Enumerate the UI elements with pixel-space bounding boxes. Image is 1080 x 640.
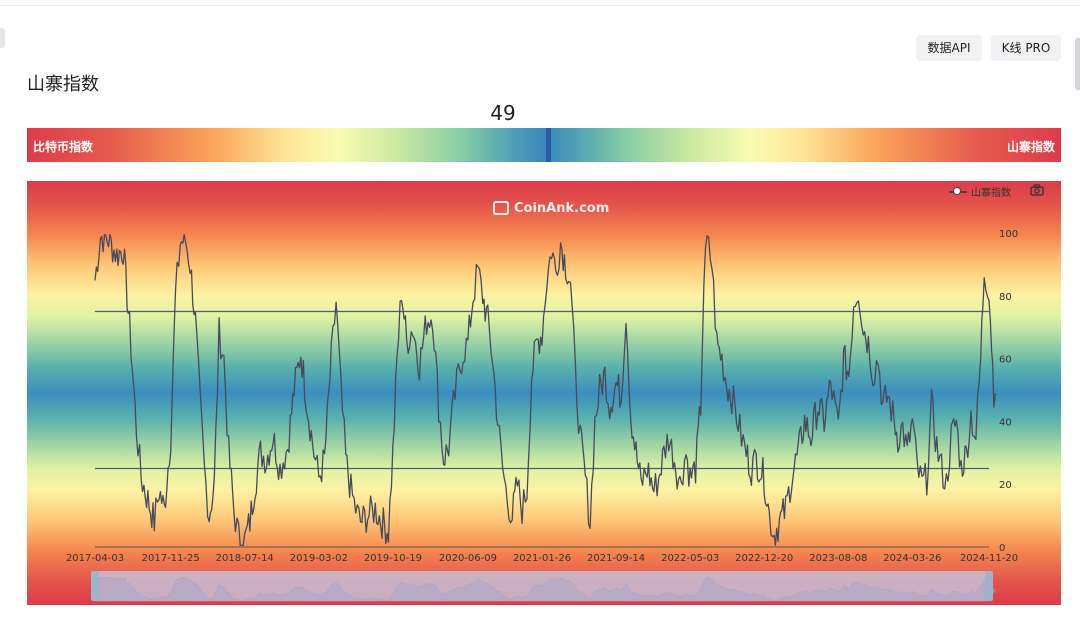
zoom-slider-preview [94, 576, 996, 602]
legend-label: 山寨指数 [971, 188, 1011, 199]
chart-legend[interactable]: 山寨指数 [949, 184, 1011, 199]
y-tick-label: 20 [999, 480, 1012, 491]
side-panel-handle[interactable] [0, 28, 5, 48]
y-tick-label: 80 [999, 292, 1012, 303]
x-tick-label: 2022-05-03 [661, 553, 719, 564]
series-line-altcoin-index [94, 233, 997, 547]
top-divider [0, 5, 1080, 6]
data-api-button[interactable]: 数据API [916, 35, 982, 61]
zoom-slider-left-handle[interactable] [91, 571, 99, 601]
scrollbar[interactable] [1075, 38, 1080, 90]
gauge-marker [545, 128, 551, 162]
x-tick-label: 2022-12-20 [735, 553, 793, 564]
altcoin-gauge-bar: 比特币指数 山寨指数 [27, 128, 1061, 162]
camera-icon[interactable] [1030, 184, 1044, 196]
chart-canvas: 0 20 40 60 80 100 2017-04-03 2017-11-25 2018-07-… [66, 229, 1018, 602]
kline-pro-button[interactable]: K线 PRO [991, 35, 1061, 61]
y-tick-label: 0 [999, 543, 1005, 554]
y-tick-label: 60 [999, 355, 1012, 366]
x-tick-label: 2021-01-26 [513, 553, 571, 564]
x-tick-label: 2024-03-26 [883, 553, 941, 564]
watermark-text: CoinAnk.com [514, 201, 610, 216]
y-tick-label: 40 [999, 417, 1012, 428]
altcoin-index-chart: 0 20 40 60 80 100 2017-04-03 2017-11-25 2018-07-… [27, 181, 1061, 605]
zoom-slider-right-handle[interactable] [985, 571, 993, 601]
x-tick-label: 2024-11-20 [960, 553, 1018, 564]
x-tick-label: 2018-07-14 [216, 553, 274, 564]
x-tick-label: 2021-09-14 [587, 553, 645, 564]
gauge-left-label: 比特币指数 [33, 140, 94, 154]
x-tick-label: 2019-10-19 [364, 553, 422, 564]
gauge-right-label: 山寨指数 [1006, 140, 1055, 154]
legend-line-icon [949, 187, 967, 195]
y-tick-label: 100 [999, 229, 1018, 240]
x-tick-label: 2017-11-25 [142, 553, 200, 564]
gauge-value: 49 [490, 101, 516, 125]
page-title: 山寨指数 [27, 74, 99, 95]
x-tick-label: 2017-04-03 [66, 553, 124, 564]
x-tick-label: 2020-06-09 [439, 553, 497, 564]
x-tick-label: 2019-03-02 [290, 553, 348, 564]
x-tick-label: 2023-08-08 [809, 553, 867, 564]
coinank-logo-icon [493, 201, 509, 215]
coinank-watermark: CoinAnk.com [493, 201, 609, 216]
